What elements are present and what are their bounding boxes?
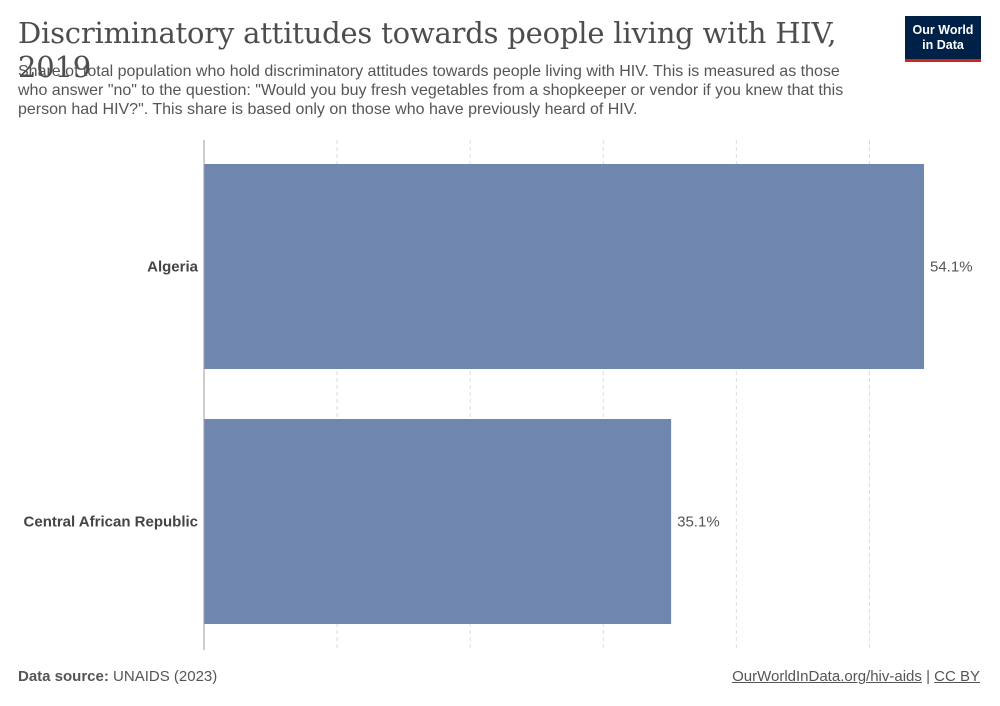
value-label: 35.1% [677, 514, 720, 531]
bar-algeria [204, 164, 924, 369]
chart-title: Discriminatory attitudes towards people … [18, 16, 837, 84]
bar-central-african-republic [204, 419, 672, 624]
chart-subtitle: Share of total population who hold discr… [18, 63, 844, 118]
footer-links: OurWorldInData.org/hiv-aids | CC BY [732, 668, 980, 685]
owid-link[interactable]: OurWorldInData.org/hiv-aids [732, 668, 922, 685]
logo-line-1: Our World [912, 23, 974, 37]
category-label: Algeria [147, 259, 199, 276]
owid-logo[interactable]: Our World in Data [905, 16, 981, 62]
license-link[interactable]: CC BY [934, 668, 980, 685]
logo-accent-bar [905, 59, 981, 62]
data-source-value: UNAIDS (2023) [113, 668, 218, 685]
value-label: 54.1% [930, 259, 973, 276]
data-source: Data source: UNAIDS (2023) [18, 668, 217, 685]
category-label: Central African Republic [24, 514, 198, 531]
logo-line-2: in Data [922, 38, 964, 52]
footer-separator: | [926, 668, 930, 685]
data-source-label: Data source: [18, 668, 109, 685]
